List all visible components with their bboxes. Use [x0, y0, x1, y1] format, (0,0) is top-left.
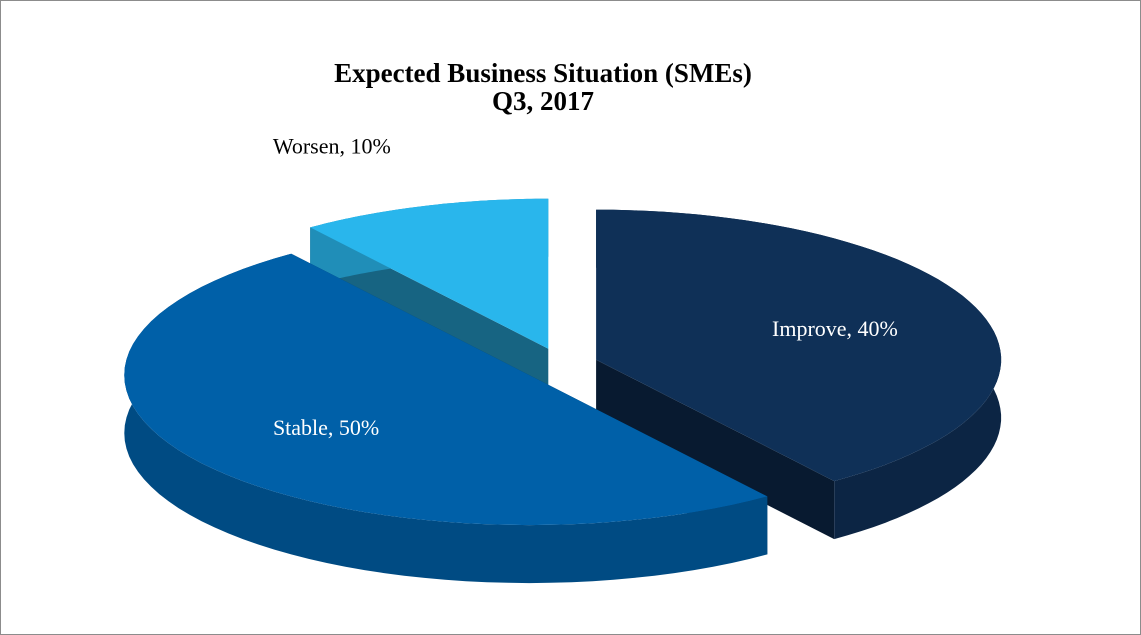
pie-slice-top [310, 198, 549, 349]
slice-cut-face [596, 359, 835, 540]
data-label: Improve, 40% [772, 316, 898, 341]
slice-side [124, 253, 768, 584]
pie-slice [596, 209, 1002, 540]
pie-slice-top [124, 253, 768, 526]
chart-subtitle: Q3, 2017 [492, 86, 594, 116]
data-label: Worsen, 10% [273, 133, 391, 158]
data-label: Stable, 50% [273, 415, 379, 440]
pie-slice [124, 253, 768, 584]
pie-slice-top [596, 209, 1002, 482]
chart-title: Expected Business Situation (SMEs) [334, 58, 752, 88]
pie [124, 198, 1002, 584]
